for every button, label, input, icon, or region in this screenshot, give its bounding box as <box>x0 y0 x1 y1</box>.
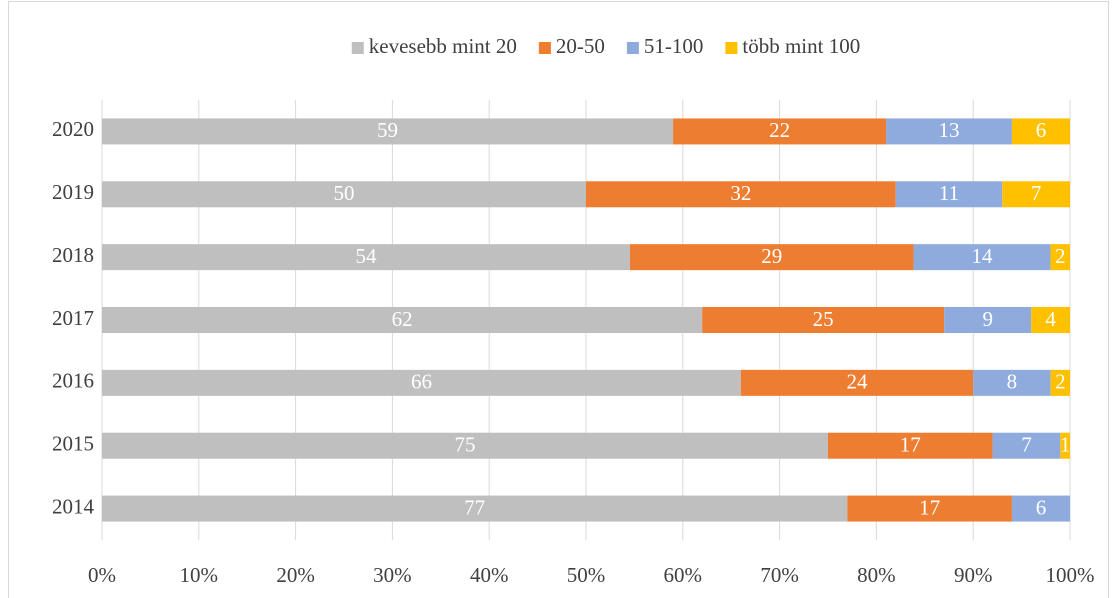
bar-segment <box>102 118 674 145</box>
data-label: 50 <box>334 181 355 205</box>
x-tick-label: 50% <box>567 563 606 587</box>
x-tick-label: 60% <box>664 563 703 587</box>
x-tick-label: 80% <box>857 563 896 587</box>
data-label: 17 <box>900 433 921 457</box>
data-label: 59 <box>377 118 398 142</box>
bar-segment <box>895 181 1003 208</box>
bar-segment <box>973 369 1051 396</box>
data-label: 75 <box>455 433 476 457</box>
y-tick-label: 2018 <box>52 243 94 267</box>
data-label: 2 <box>1055 370 1066 394</box>
bar-segment <box>847 495 1012 522</box>
x-tick-label: 0% <box>88 563 116 587</box>
x-tick-label: 40% <box>470 563 509 587</box>
bar-segment <box>102 307 703 333</box>
data-label: 2 <box>1055 244 1066 268</box>
data-label: 66 <box>411 370 432 394</box>
bar-segment <box>740 369 974 396</box>
data-label: 14 <box>972 244 994 268</box>
bar-segment <box>1011 118 1070 145</box>
data-label: 13 <box>939 118 960 142</box>
bar-segment <box>913 244 1051 271</box>
x-tick-label: 30% <box>373 563 412 587</box>
bar-segment <box>1002 181 1070 208</box>
x-tick-label: 10% <box>180 563 219 587</box>
bar-segment <box>828 432 993 459</box>
bar-segment <box>886 118 1012 145</box>
data-label: 11 <box>939 181 959 205</box>
bar-segment <box>992 432 1061 459</box>
y-tick-label: 2017 <box>52 306 94 330</box>
bar-segment <box>702 307 945 333</box>
legend-label: kevesebb mint 20 <box>369 34 517 58</box>
x-tick-label: 90% <box>954 563 993 587</box>
data-label: 8 <box>1007 370 1018 394</box>
x-tick-label: 70% <box>760 563 799 587</box>
y-tick-label: 2019 <box>52 180 94 204</box>
bar-segment <box>1011 495 1070 522</box>
data-label: 6 <box>1036 118 1047 142</box>
legend-label: 20-50 <box>556 34 605 58</box>
data-label: 25 <box>813 307 834 331</box>
bar-segment <box>944 307 1032 333</box>
data-label: 24 <box>847 370 869 394</box>
legend-swatch <box>725 42 738 54</box>
x-tick-label: 100% <box>1046 563 1095 587</box>
data-label: 7 <box>1021 433 1032 457</box>
data-label: 29 <box>761 244 782 268</box>
legend-swatch <box>626 42 639 54</box>
bar-segment <box>1050 369 1070 396</box>
y-tick-label: 2015 <box>52 432 94 456</box>
bar-segment <box>1050 244 1070 271</box>
bar-segment <box>102 244 630 271</box>
bar-segment <box>630 244 914 271</box>
bar-segment <box>1031 307 1070 333</box>
data-label: 7 <box>1031 181 1042 205</box>
y-tick-label: 2016 <box>52 369 94 393</box>
data-label: 9 <box>982 307 993 331</box>
legend-label: több mint 100 <box>742 34 860 58</box>
data-label: 17 <box>919 495 940 519</box>
legend-swatch <box>351 42 364 54</box>
data-label: 77 <box>464 495 485 519</box>
legend-label: 51-100 <box>644 34 704 58</box>
bar-segment <box>586 181 896 208</box>
bar-segment <box>102 432 828 459</box>
data-label: 1 <box>1060 433 1071 457</box>
data-label: 62 <box>392 307 413 331</box>
bar-segment <box>102 181 586 208</box>
legend-swatch <box>538 42 551 54</box>
y-tick-label: 2020 <box>52 117 94 141</box>
bar-segment <box>1060 432 1070 459</box>
data-label: 4 <box>1045 307 1056 331</box>
data-label: 22 <box>769 118 790 142</box>
data-label: 6 <box>1036 495 1047 519</box>
x-tick-label: 20% <box>276 563 315 587</box>
y-tick-label: 2014 <box>52 494 95 518</box>
bar-segment <box>102 369 741 396</box>
data-label: 54 <box>356 244 378 268</box>
bar-segment <box>673 118 887 145</box>
bar-segment <box>102 495 848 522</box>
data-label: 32 <box>730 181 751 205</box>
